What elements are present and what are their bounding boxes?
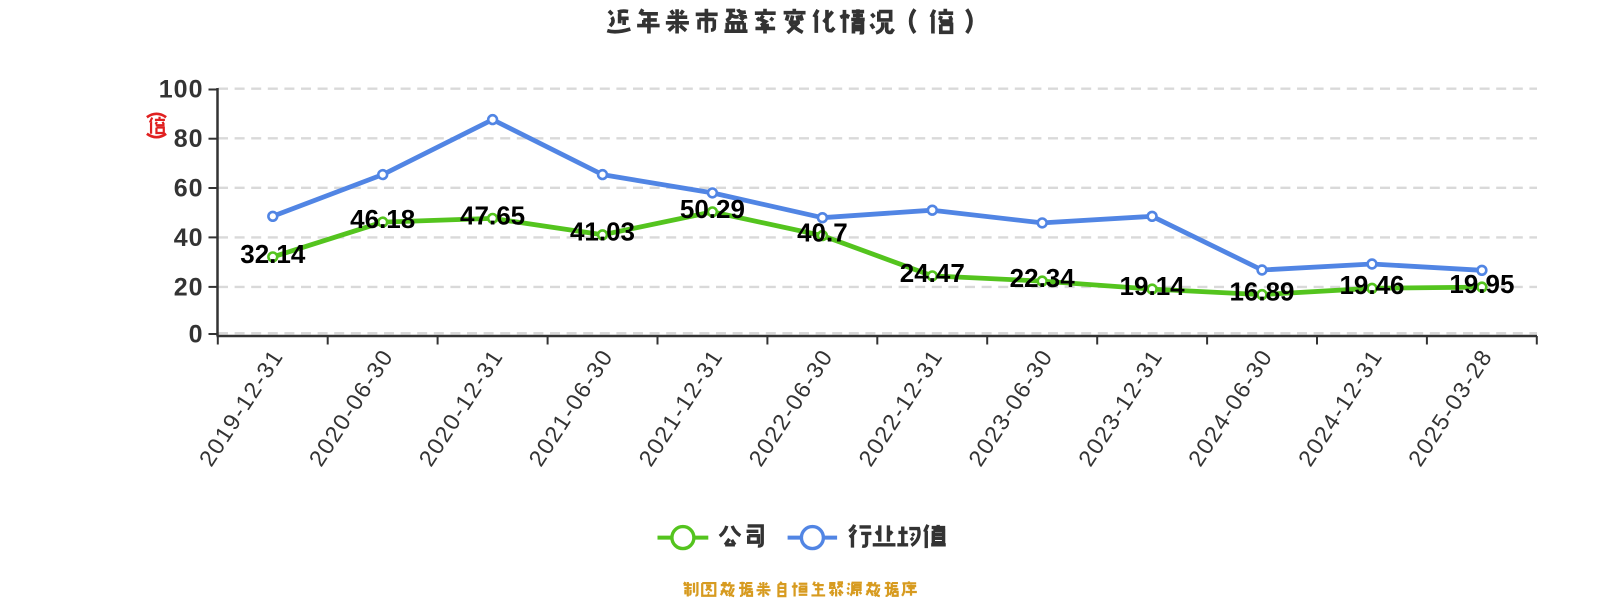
svg-text:80: 80 (174, 125, 204, 153)
svg-text:20: 20 (174, 274, 204, 302)
svg-text:22.34: 22.34 (1010, 263, 1076, 293)
svg-text:50.29: 50.29 (680, 194, 745, 224)
svg-text:32.14: 32.14 (240, 239, 306, 269)
svg-text:0: 0 (189, 321, 204, 349)
svg-text:19.14: 19.14 (1120, 271, 1186, 301)
svg-text:41.03: 41.03 (570, 217, 635, 247)
svg-text:47.65: 47.65 (460, 200, 525, 230)
svg-text:2023-12-31: 2023-12-31 (1073, 344, 1168, 471)
svg-text:19.46: 19.46 (1339, 270, 1404, 300)
svg-text:2022-12-31: 2022-12-31 (853, 344, 948, 471)
svg-text:60: 60 (174, 174, 204, 202)
svg-text:2024-12-31: 2024-12-31 (1293, 344, 1388, 471)
svg-text:16.89: 16.89 (1229, 277, 1294, 307)
svg-text:40.7: 40.7 (797, 218, 848, 248)
svg-text:2020-12-31: 2020-12-31 (413, 344, 508, 471)
svg-text:40: 40 (174, 224, 204, 252)
svg-text:2019-12-31: 2019-12-31 (194, 344, 289, 471)
svg-text:2020-06-30: 2020-06-30 (304, 344, 399, 471)
svg-text:2025-03-28: 2025-03-28 (1403, 344, 1498, 471)
svg-text:46.18: 46.18 (350, 204, 415, 234)
svg-text:2021-06-30: 2021-06-30 (523, 344, 618, 471)
svg-text:2024-06-30: 2024-06-30 (1183, 344, 1278, 471)
svg-text:2022-06-30: 2022-06-30 (743, 344, 838, 471)
svg-text:19.95: 19.95 (1449, 269, 1514, 299)
svg-text:24.47: 24.47 (900, 258, 965, 288)
svg-text:100: 100 (159, 75, 204, 103)
svg-text:2021-12-31: 2021-12-31 (633, 344, 728, 471)
svg-text:2023-06-30: 2023-06-30 (963, 344, 1058, 471)
